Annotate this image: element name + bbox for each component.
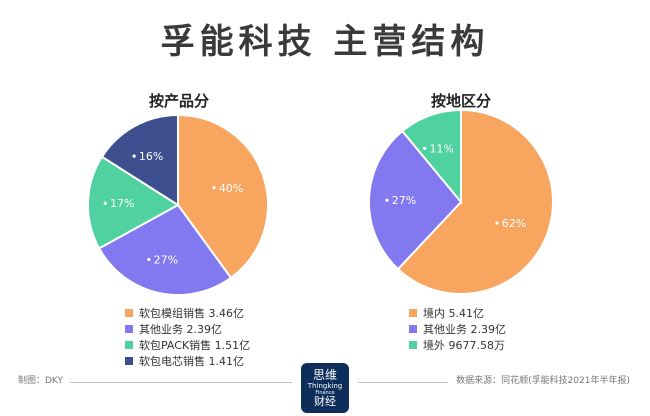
slice-dot [147,257,151,262]
slice-percent-label: 27% [154,253,178,266]
logo-text-small: Finance [315,389,335,396]
slice-dot [495,221,499,225]
slice-percent-label: 16% [139,150,163,163]
pie-slice [177,113,269,280]
legend-swatch [125,325,133,333]
legend-product: 软包模组销售 3.46亿 其他业务 2.39亿软包PACK销售 1.51亿 软包电芯… [125,305,250,369]
legend-item: 其他业务 2.39亿 [125,321,250,337]
legend-swatch [409,341,417,349]
slice-dot [212,186,216,190]
legend-swatch [409,309,417,317]
logo-text-mid: Thingking [307,381,343,390]
slice-percent-label: 62% [502,217,526,230]
legend-label: 境外 9677.58万 [423,339,505,352]
legend-label: 其他业务 2.39亿 [423,323,506,336]
legend-label: 软包模组销售 3.46亿 [139,307,244,320]
legend-item: 软包PACK销售 1.51亿 [125,337,250,353]
logo-text-bottom: 财经 [314,394,336,408]
brand-logo: 思维 Thingking Finance 财经 [301,363,349,413]
legend-label: 软包电芯销售 1.41亿 [139,355,244,368]
legend-item: 其他业务 2.39亿 [409,321,506,337]
slice-dot [385,198,389,202]
pie-slice [100,113,179,207]
legend-item: 软包电芯销售 1.41亿 [125,353,250,369]
chart-title-region: 按地区分 [430,92,491,110]
legend-swatch [125,341,133,349]
legend-item: 软包模组销售 3.46亿 [125,305,250,321]
footer-divider-left [70,382,292,383]
footer-divider-right [358,382,448,383]
slice-percent-label: 40% [219,182,243,195]
legend-swatch [125,357,133,365]
legend-item: 境外 9677.58万 [409,337,506,353]
legend-swatch [409,325,417,333]
legend-label: 其他业务 2.39亿 [139,323,222,336]
slice-percent-label: 11% [429,142,453,155]
chart-title-product: 按产品分 [148,92,209,110]
legend-label: 软包PACK销售 1.51亿 [139,339,251,352]
legend-label: 境内 5.41亿 [423,307,484,320]
slice-dot [132,154,136,158]
pie-slice [400,108,462,205]
legend-item: 境内 5.41亿 [409,305,506,321]
pie-slice [368,129,463,271]
legend-region: 境内 5.41亿其他业务 2.39亿 境外 9677.58万 [409,305,506,353]
source-text: 数据来源：同花顺(孚能科技2021年半年报) [456,376,630,386]
credit-text: 制图：DKY [18,376,64,386]
pie-slice [87,155,180,250]
pie-slice [396,108,554,295]
slice-dot [103,201,107,205]
page-title: 孚能科技 主营结构 [160,22,490,62]
slice-percent-label: 17% [110,197,134,210]
logo-text-top: 思维 [312,367,337,382]
slice-dot [423,146,427,150]
slice-percent-label: 27% [392,194,416,207]
pie-slice [97,203,233,296]
legend-swatch [125,309,133,317]
